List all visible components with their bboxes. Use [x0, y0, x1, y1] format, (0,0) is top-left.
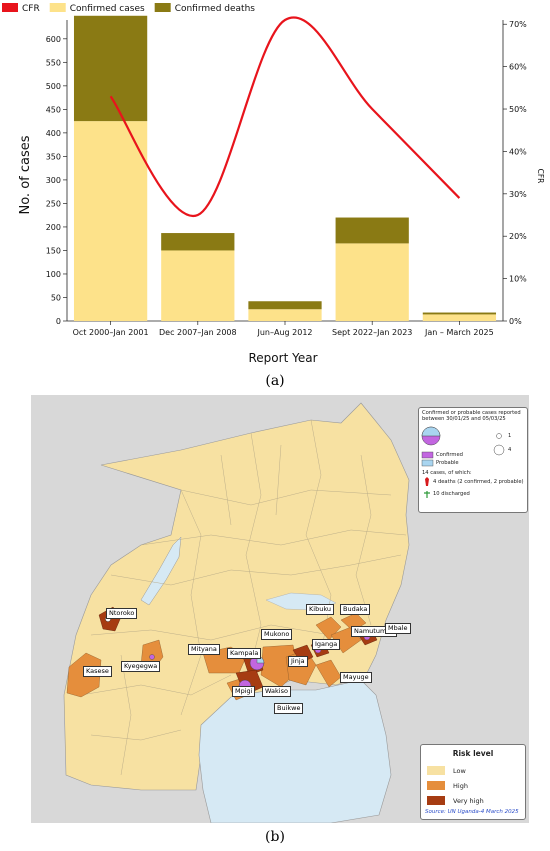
legend-label: Confirmed cases: [70, 4, 145, 14]
cfr-line: [109, 16, 461, 218]
label-kyegegwa: Kyegegwa: [121, 661, 161, 672]
x-tick-label: Sept 2022–Jan 2023: [332, 328, 412, 337]
death-icon: [425, 477, 429, 486]
legend-swatch: [2, 3, 18, 12]
y-tick-label: 100: [46, 270, 61, 279]
chart-legend: CFR Confirmed cases Confirmed deaths: [2, 3, 255, 14]
y-axis-label: No. of cases: [18, 135, 33, 214]
case-legend-title: Confirmed or probable cases reported bet…: [422, 410, 521, 422]
risk-level-legend: Risk level Low High Very high Source: UN…: [420, 744, 526, 820]
legend-swatch: [154, 3, 171, 12]
label-iganga: Iganga: [312, 639, 341, 650]
y-tick-label: 350: [46, 152, 61, 161]
chart-axes: 0 50 100 150 200 250 300 350 400 450 500 550 600 0% 10…: [46, 20, 527, 337]
bar-confirmed-deaths: [248, 301, 322, 310]
y-tick-label: 500: [46, 82, 61, 91]
cfr-line-layer: [109, 16, 461, 218]
y-tick-label: 300: [46, 176, 61, 185]
panel-b-label: (b): [265, 829, 285, 845]
y2-tick-label: 70%: [509, 20, 527, 29]
chart-bars: [73, 15, 497, 321]
y-tick-label: 600: [46, 35, 61, 44]
map-source: Source: UN Uganda-4 March 2025: [425, 809, 519, 815]
bar-confirmed-deaths: [422, 312, 497, 315]
label-ntoroko: Ntoroko: [106, 608, 138, 619]
risk-high-label: High: [453, 782, 468, 790]
size-legend-small-label: 1: [508, 433, 512, 439]
label-mayuge: Mayuge: [340, 672, 372, 683]
panel-a-label: (a): [265, 373, 285, 389]
map-svg: [63, 402, 410, 823]
x-tick-label: Jun–Aug 2012: [256, 328, 312, 337]
discharged-summary: 10 discharged: [433, 491, 470, 497]
y-tick-label: 50: [51, 293, 61, 302]
label-kasese: Kasese: [83, 666, 112, 677]
deaths-summary: 4 deaths (2 confirmed, 2 probable): [433, 479, 524, 485]
y2-tick-label: 60%: [509, 63, 527, 72]
y2-tick-label: 20%: [509, 232, 527, 241]
bar-confirmed-deaths: [161, 233, 235, 251]
y2-tick-label: 40%: [509, 147, 527, 156]
case-summary: 14 cases, of which:: [422, 470, 472, 476]
size-legend-large-label: 4: [508, 447, 512, 453]
risk-very-high-swatch: [427, 796, 445, 805]
label-kibuku: Kibuku: [306, 604, 334, 615]
legend-label: Confirmed deaths: [175, 4, 256, 14]
label-mukono: Mukono: [261, 629, 293, 640]
label-buikwe: Buikwe: [274, 703, 304, 714]
size-legend-small: [496, 433, 502, 439]
x-tick-label: Oct 2000–Jan 2001: [73, 328, 149, 337]
y2-tick-label: 10%: [509, 275, 527, 284]
bar-confirmed-deaths: [335, 217, 409, 244]
lake-victoria: [198, 679, 392, 823]
risk-very-high-label: Very high: [453, 797, 484, 805]
case-legend-graphics: [421, 426, 505, 498]
bar-confirmed-cases: [161, 250, 235, 321]
y2-tick-label: 0%: [509, 317, 522, 326]
bar-confirmed-cases: [73, 121, 148, 321]
district-boundaries: [80, 419, 407, 776]
label-mpigi: Mpigi: [232, 686, 256, 697]
y-tick-label: 0: [56, 317, 61, 326]
y-tick-label: 400: [46, 129, 61, 138]
case-legend: Confirmed or probable cases reported bet…: [418, 407, 528, 513]
y-tick-label: 150: [46, 246, 61, 255]
x-axis-label: Report Year: [249, 351, 318, 365]
label-wakiso: Wakiso: [262, 686, 291, 697]
y-tick-label: 550: [46, 58, 61, 67]
discharged-icon: [424, 491, 430, 498]
label-budaka: Budaka: [340, 604, 371, 615]
bar-confirmed-cases: [335, 243, 409, 321]
label-mbale: Mbale: [385, 623, 411, 634]
y-tick-label: 200: [46, 223, 61, 232]
risk-low-swatch: [427, 766, 445, 775]
label-jinja: Jinja: [288, 656, 308, 667]
y-tick-label: 250: [46, 199, 61, 208]
chart: CFR Confirmed cases Confirmed deaths 0 50 10…: [2, 3, 545, 365]
legend-label: CFR: [22, 4, 40, 14]
risk-low-label: Low: [453, 767, 466, 775]
y2-axis-label: CFR: [536, 169, 545, 184]
y-tick-label: 450: [46, 105, 61, 114]
x-tick-label: Jan – March 2025: [424, 328, 494, 337]
bar-confirmed-deaths: [73, 15, 148, 122]
bar-confirmed-cases: [248, 309, 322, 321]
lake-albert: [140, 536, 182, 606]
size-legend-large: [493, 444, 505, 456]
confirmed-legend-label: Confirmed: [436, 452, 463, 458]
y2-tick-label: 30%: [509, 190, 527, 199]
label-kampala: Kampala: [227, 648, 262, 659]
case-marker-kyegegwa: [149, 654, 155, 660]
probable-legend-label: Probable: [436, 460, 459, 466]
x-tick-label: Dec 2007–Jan 2008: [159, 328, 237, 337]
y2-tick-label: 50%: [509, 105, 527, 114]
risk-high-swatch: [427, 781, 445, 790]
bar-confirmed-cases: [422, 314, 497, 321]
label-mityana: Mityana: [188, 644, 220, 655]
risk-legend-title: Risk level: [452, 749, 494, 758]
kibuku-district: [315, 616, 342, 641]
legend-swatch: [49, 3, 66, 12]
